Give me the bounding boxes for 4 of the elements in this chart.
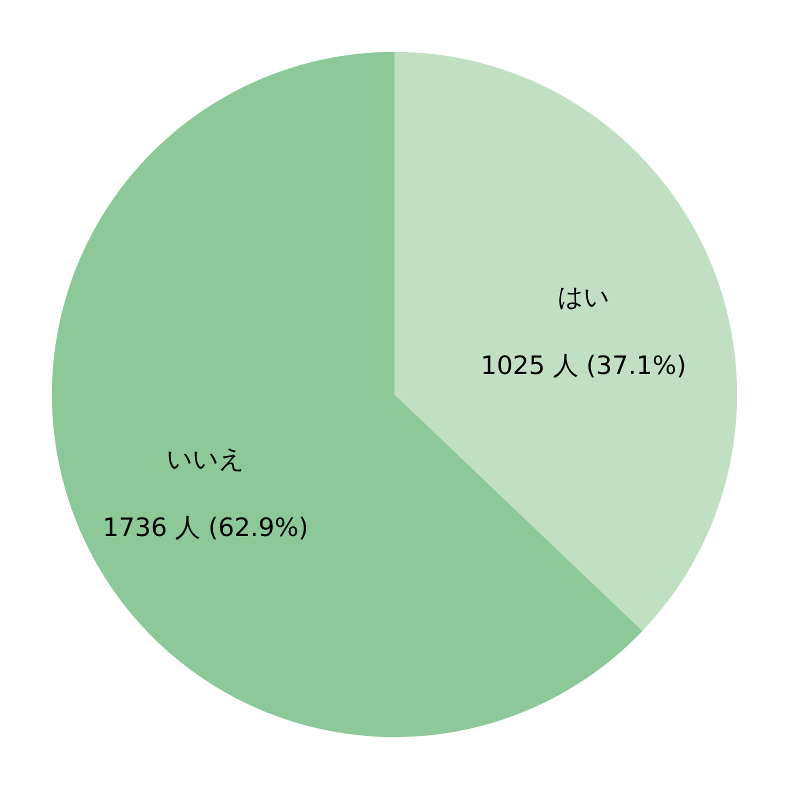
slice-label: はい xyxy=(557,281,610,312)
data-label: 1025 人 (37.1%) xyxy=(480,350,686,380)
data-label: 1736 人 (62.9%) xyxy=(102,512,308,542)
slice-label: いいえ xyxy=(166,443,245,474)
